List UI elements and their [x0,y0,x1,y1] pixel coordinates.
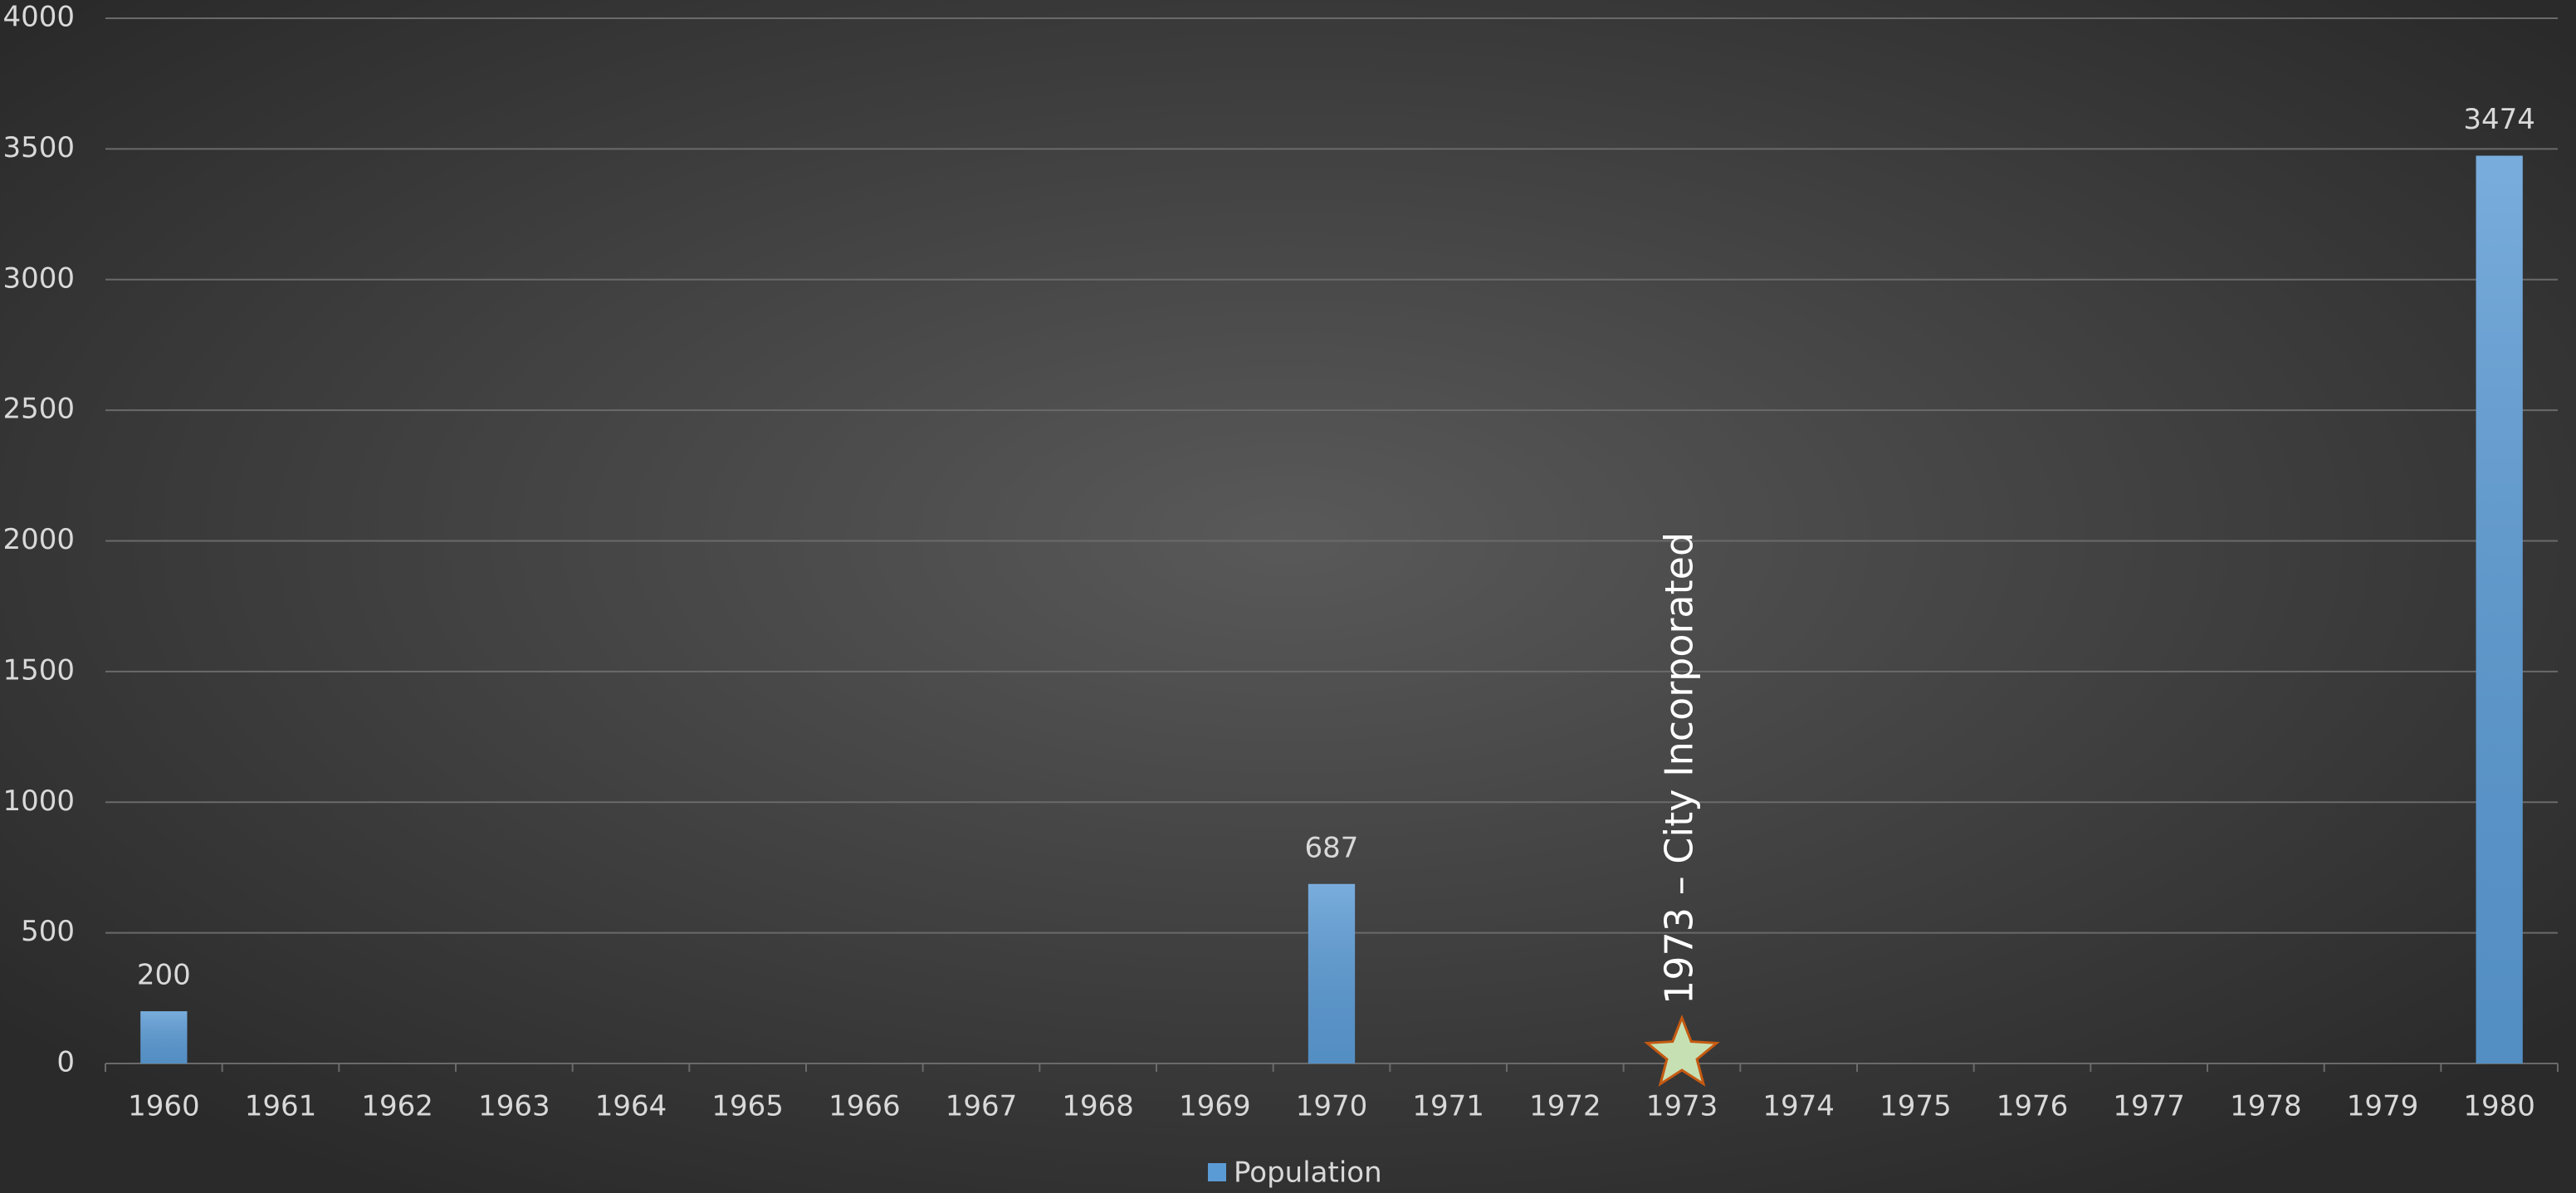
x-tick-label: 1964 [595,1090,667,1123]
x-tick-label: 1966 [829,1090,901,1123]
x-tick-label: 1963 [478,1090,550,1123]
x-tick-label: 1968 [1062,1090,1134,1123]
x-tick-label: 1975 [1879,1090,1952,1123]
x-tick-label: 1974 [1762,1090,1835,1123]
x-tick-label: 1980 [2463,1090,2535,1123]
x-tick-label: 1961 [245,1090,317,1123]
legend-label: Population [1234,1156,1382,1190]
legend-swatch [1208,1163,1226,1181]
x-tick-label: 1971 [1412,1090,1484,1123]
x-tick-label: 1965 [711,1090,784,1123]
annotation-text: 1973 – City Incorporated [1657,532,1702,1005]
y-tick-label: 4000 [2,1,75,34]
annotation-star [1644,1014,1720,1087]
bar-group [1308,883,1356,1063]
x-tick-label: 1973 [1646,1090,1718,1123]
x-tick-label: 1967 [946,1090,1018,1123]
bar-group [140,1011,188,1063]
y-tick-label: 3500 [2,131,75,164]
legend: Population [1208,1156,1382,1190]
x-tick-label: 1979 [2347,1090,2419,1123]
y-tick-label: 0 [56,1046,75,1079]
x-tick-label: 1972 [1529,1090,1601,1123]
x-tick-label: 1976 [1997,1090,2069,1123]
y-tick-label: 2500 [2,393,75,426]
x-tick-label: 1977 [2113,1090,2185,1123]
y-tick-label: 500 [21,915,75,948]
data-label: 687 [1305,831,1359,864]
x-tick-label: 1960 [128,1090,200,1123]
bar-shade [2476,155,2523,1064]
y-tick-label: 1000 [2,785,75,818]
bar-group [2476,155,2523,1064]
data-label: 200 [137,959,191,992]
bar-shade [140,1011,188,1063]
x-tick-label: 1962 [361,1090,433,1123]
y-tick-label: 3000 [2,262,75,295]
x-tick-label: 1969 [1179,1090,1251,1123]
data-label: 3474 [2463,103,2535,136]
y-tick-label: 2000 [2,523,75,556]
bar-shade [1308,883,1356,1063]
x-tick-label: 1978 [2230,1090,2302,1123]
y-tick-label: 1500 [2,653,75,687]
x-tick-label: 1970 [1296,1090,1368,1123]
